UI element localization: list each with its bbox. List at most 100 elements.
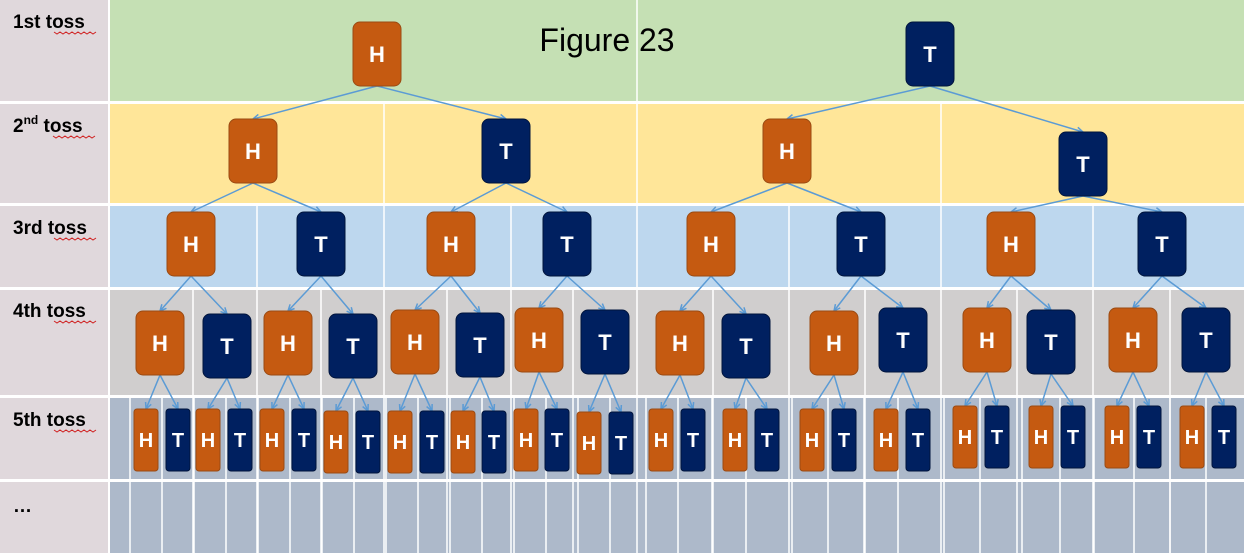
edge-arrowhead <box>1116 398 1123 407</box>
edge-arrowhead <box>1190 398 1198 407</box>
row-label-cell-6 <box>0 482 108 553</box>
node-box <box>1108 307 1158 373</box>
tails-node-toss-5: T <box>1060 405 1086 469</box>
tails-node-toss-2: T <box>481 118 531 184</box>
edge-arrowhead <box>362 403 369 412</box>
heads-node-toss-5: H <box>133 408 159 472</box>
tree-edge-level-3 <box>833 275 862 312</box>
node-label: T <box>912 430 924 452</box>
heads-node-toss-5: H <box>450 410 476 474</box>
tree-edge-level-3 <box>1132 275 1163 309</box>
node-label: T <box>314 232 328 257</box>
node-box <box>259 408 285 472</box>
heads-node-toss-3: H <box>986 211 1036 277</box>
edge-arrowhead <box>298 401 305 410</box>
node-box <box>873 408 899 472</box>
tails-node-toss-3: T <box>542 211 592 277</box>
row-label-cell-3 <box>0 206 108 287</box>
row-label-6: … <box>13 496 32 517</box>
row-labels: 1st toss 2nd toss 3rd toss 4th toss 5th toss… <box>13 12 97 517</box>
tree-edge-level-4 <box>902 371 919 410</box>
row-label-4: 4th toss <box>13 301 86 322</box>
tails-node-toss-3: T <box>296 211 346 277</box>
tails-node-toss-4: T <box>1026 309 1076 375</box>
tree-edge-level-1 <box>376 85 507 120</box>
node-label: H <box>879 430 893 452</box>
node-box <box>836 211 886 277</box>
node-box <box>387 410 413 474</box>
tree-edge-level-3 <box>1161 275 1207 309</box>
node-label: H <box>1034 427 1048 449</box>
heads-node-toss-3: H <box>426 211 476 277</box>
tree-edge-level-4 <box>604 373 622 413</box>
node-box <box>481 410 507 474</box>
tree-edge-level-2 <box>505 182 568 213</box>
heads-node-toss-2: H <box>762 118 812 184</box>
tails-node-toss-5: T <box>544 408 570 472</box>
tree-edge-level-2 <box>1010 195 1084 213</box>
tree-edge-level-4 <box>462 376 481 412</box>
node-label: H <box>654 430 668 452</box>
tails-node-toss-5: T <box>1211 405 1237 469</box>
node-label: H <box>393 432 407 454</box>
node-label: T <box>991 427 1003 449</box>
tree-edge-level-4 <box>414 373 433 412</box>
tree-edge-level-4 <box>811 374 835 410</box>
node-box <box>952 405 978 469</box>
node-box <box>799 408 825 472</box>
node-label: H <box>519 430 533 452</box>
tree-edge-level-3 <box>710 275 747 315</box>
tree-edge-level-2 <box>190 182 254 213</box>
edge-arrowhead <box>398 403 406 412</box>
node-label: T <box>615 433 627 455</box>
tree-edge-level-2 <box>1082 195 1163 213</box>
node-box <box>762 118 812 184</box>
node-box <box>166 211 216 277</box>
heads-node-toss-5: H <box>1179 405 1205 469</box>
tails-node-toss-5: T <box>754 408 780 472</box>
tree-edge-level-4 <box>287 374 305 410</box>
heads-node-toss-5: H <box>195 408 221 472</box>
tree-edge-level-3 <box>986 275 1012 309</box>
edge-arrowhead <box>986 300 994 309</box>
tree-edge-level-4 <box>745 377 768 410</box>
node-label: T <box>346 334 360 359</box>
node-box <box>355 410 381 474</box>
node-box <box>133 408 159 472</box>
tree-edge-level-4 <box>538 371 558 410</box>
tree-edge-level-3 <box>538 275 568 309</box>
row-label-1: 1st toss <box>13 12 85 33</box>
spellcheck-squiggle <box>53 429 97 433</box>
heads-node-toss-2: H <box>228 118 278 184</box>
node-label: T <box>298 430 310 452</box>
edge-arrowhead <box>462 403 470 412</box>
node-box <box>227 408 253 472</box>
tree-edge-level-3 <box>1010 275 1052 311</box>
edge-arrowhead <box>660 401 668 410</box>
heads-node-toss-1: H <box>352 21 402 87</box>
node-box <box>831 408 857 472</box>
tree-edge-level-4 <box>588 373 606 413</box>
heads-node-toss-4: H <box>655 310 705 376</box>
row-band-6 <box>110 482 1244 553</box>
tails-node-toss-5: T <box>165 408 191 472</box>
heads-node-toss-3: H <box>686 211 736 277</box>
node-label: T <box>923 42 937 67</box>
tree-edge-level-4 <box>734 377 747 410</box>
tails-node-toss-4: T <box>721 313 771 379</box>
node-box <box>1181 307 1231 373</box>
node-label: T <box>362 432 374 454</box>
edge-arrowhead <box>838 401 846 410</box>
heads-node-toss-5: H <box>952 405 978 469</box>
node-label: T <box>560 232 574 257</box>
row-label-2: 2nd toss <box>13 113 83 137</box>
tree-edge-level-4 <box>159 374 179 410</box>
node-label: T <box>1143 427 1155 449</box>
node-box <box>905 21 955 87</box>
row-label-cell-2 <box>0 104 108 203</box>
node-box <box>608 411 634 475</box>
edge-arrowhead <box>551 401 558 410</box>
node-label: T <box>172 430 184 452</box>
